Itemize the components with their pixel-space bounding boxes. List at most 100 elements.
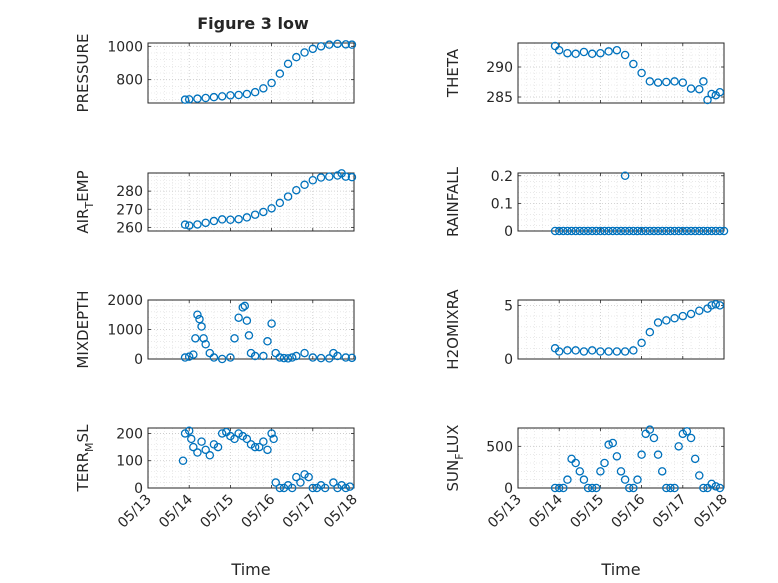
chart-8-x-tick-label: 05/14 [526, 491, 566, 531]
chart-3-data-point [259, 207, 268, 217]
chart-7-data-point [320, 483, 330, 493]
chart-1-data-point [347, 40, 357, 49]
chart-5-data-point [199, 334, 208, 343]
chart-1-data-point [325, 40, 334, 49]
chart-5-data-point [242, 316, 252, 325]
chart-4-data-point [678, 226, 688, 236]
chart-2-data-point [612, 45, 622, 55]
chart-8-x-tick-label: 05/13 [485, 492, 525, 532]
chart-5-data-point [250, 351, 260, 361]
chart-4-axes: 0 0.1 0.2 RAINFALL [444, 166, 729, 240]
chart-8-data-point [575, 467, 585, 476]
chart-4-data-point [604, 226, 613, 236]
chart-1-data-point [275, 69, 285, 78]
chart-8-x-tick-label: 05/16 [609, 491, 649, 531]
chart-7-x-tick-label: 05/18 [321, 492, 361, 532]
chart-5-data-point [184, 352, 194, 361]
chart-7-x-tick-label: 05/14 [156, 491, 196, 531]
chart-4-data-point [608, 226, 618, 236]
chart-4-data-point [571, 226, 580, 236]
chart-8-data-point [707, 479, 716, 489]
chart-6-data-point [653, 318, 663, 327]
chart-2-data-point [662, 77, 671, 87]
chart-5-data-point [201, 339, 210, 349]
chart-8-data-point [670, 483, 679, 493]
chart-8-data-point [592, 483, 601, 493]
chart-1-data-point [267, 78, 276, 88]
chart-4-data-point [674, 226, 683, 236]
chart-6-data-point [563, 346, 572, 355]
chart-2-data-point [571, 49, 580, 59]
chart-5-data-point [193, 310, 202, 319]
chart-3-data-point [275, 198, 285, 208]
chart-2-axes-box [517, 42, 725, 104]
chart-8-data-point [645, 425, 655, 434]
chart-3-data-point [300, 180, 309, 190]
chart-8-y-tick-label: 0 [504, 481, 513, 497]
chart-4-data-point [649, 226, 659, 236]
chart-8-data-point [686, 433, 696, 443]
chart-8-data-point [637, 450, 646, 459]
chart-4-data-point [695, 226, 704, 236]
chart-2-data-point [645, 77, 655, 86]
chart-7-y-axis-label-tail: SL [74, 424, 92, 443]
chart-5-data-point [226, 353, 235, 362]
chart-2-data-point [629, 59, 638, 69]
chart-5-data-point [259, 351, 268, 361]
chart-4-data-point [612, 226, 622, 236]
chart-7-data-point [189, 442, 198, 452]
chart-6-data-point [645, 327, 655, 337]
chart-7-data-point [242, 434, 252, 444]
chart-7-data-point [267, 429, 276, 438]
chart-8-data-point [600, 458, 609, 468]
chart-3-y-axis-label-subscript: T [83, 202, 96, 210]
chart-1-y-tick-label: 800 [116, 73, 143, 89]
chart-1-data-point [217, 92, 227, 101]
chart-5-data-point [325, 354, 334, 363]
chart-4-data-point [633, 226, 642, 236]
chart-2-data-point [653, 78, 663, 87]
chart-7-data-point [178, 456, 188, 465]
chart-4-data-point [592, 226, 601, 236]
chart-1-data-point [259, 84, 268, 93]
chart-2-data-point [604, 47, 613, 56]
chart-3-data-point [347, 172, 357, 182]
chart-5-data-point [316, 353, 326, 363]
chart-2-data-point [686, 84, 696, 93]
chart-4-y-axis-label-main: RAINFALL [444, 166, 462, 237]
chart-6-y-axis-label: H2OMIXRA [444, 289, 462, 370]
chart-8-data-point [715, 483, 725, 493]
chart-7-data-point [230, 434, 239, 444]
chart-8-data-point [666, 483, 675, 493]
chart-6-data-point [637, 338, 646, 348]
chart-6-data-point [707, 301, 716, 310]
chart-8-data-point [616, 467, 626, 476]
chart-4-data-point [690, 226, 700, 236]
chart-6-data-point [604, 347, 613, 356]
chart-8-data-point [695, 471, 704, 480]
chart-6-y-axis-label-main: H2OMIXRA [444, 289, 462, 370]
chart-8-data-point [604, 440, 613, 449]
figure-title: Figure 3 low [197, 14, 309, 33]
chart-8-data-point [682, 427, 692, 436]
chart-4-data-point [616, 226, 626, 236]
chart-6-y-tick-label: 5 [504, 298, 513, 314]
chart-5-data-point [244, 331, 254, 340]
chart-5-y-tick-label: 2000 [107, 293, 143, 309]
chart-7-data-point [213, 442, 223, 452]
chart-2-data-point [670, 77, 679, 86]
chart-7-data-point [259, 437, 268, 446]
chart-5-data-point [197, 322, 206, 331]
chart-7-x-tick-label: 05/13 [115, 492, 155, 532]
chart-5-data-point [234, 313, 243, 322]
chart-8-x-axis-label: Time [600, 560, 640, 579]
chart-8-data-point [653, 450, 663, 459]
chart-3-axes: 260 270 280 AIRTEMP [74, 169, 357, 236]
chart-8-data-point [674, 442, 683, 451]
chart-2-data-point [596, 48, 605, 58]
chart-1-data-point [308, 44, 318, 54]
chart-3-data-point [292, 185, 301, 195]
chart-1-data-point [300, 48, 309, 57]
chart-2-data-point [620, 50, 630, 60]
